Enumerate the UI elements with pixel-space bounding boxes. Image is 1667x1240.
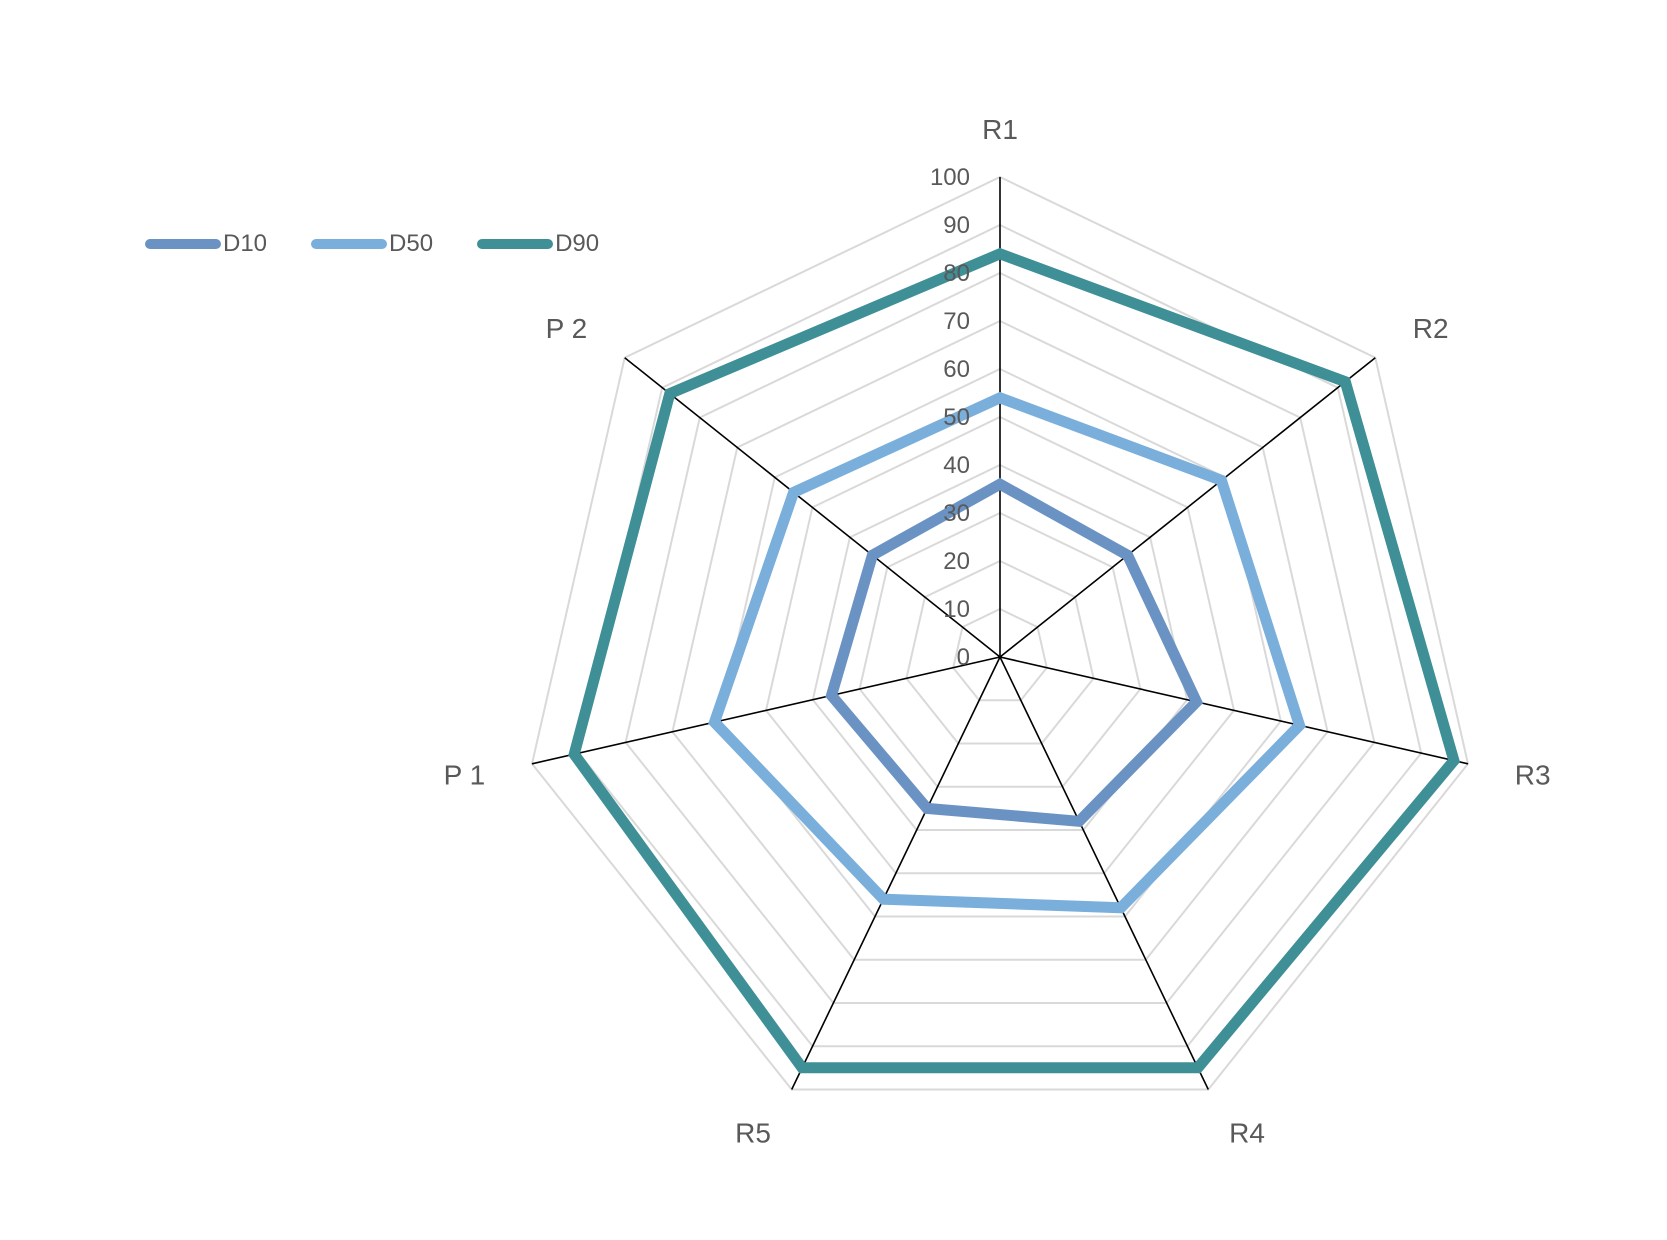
legend-label-d50: D50 [389,230,434,257]
category-label-r1: R1 [982,114,1018,145]
grid-ring-70 [671,319,1329,961]
axis-spoke-4 [790,656,1001,1090]
series-line-d10 [825,477,1204,827]
grid-ring-30 [858,511,1142,788]
category-label-p2: P 2 [546,313,588,344]
tick-label-20: 20 [943,548,970,575]
legend-label-d90: D90 [555,230,600,257]
axis-spoke-6 [624,357,1001,658]
grid-ring-100 [530,175,1470,1091]
tick-label-90: 90 [943,212,970,239]
tick-labels: 0 10 20 30 40 50 60 70 80 90 100 [930,164,970,671]
tick-label-50: 50 [943,404,970,431]
tick-label-30: 30 [943,500,970,527]
category-label-r3: R3 [1515,760,1551,791]
series-line-d90 [568,247,1460,1074]
grid-ring-80 [624,271,1376,1004]
grid-ring-90 [577,223,1423,1048]
category-labels: R1 R2 R3 R4 R5 P 1 P 2 [444,114,1551,1149]
legend: D10 D50 D90 [145,230,643,258]
grid-ring-50 [764,415,1236,875]
axis-layer [531,177,1469,1090]
axis-spoke-1 [999,357,1376,658]
tick-label-100: 100 [930,164,970,191]
tick-label-60: 60 [943,356,970,383]
legend-item-d10: D10 [145,230,267,258]
legend-label-d10: D10 [223,230,268,257]
legend-swatch-d50 [311,239,388,249]
category-label-r5: R5 [735,1118,771,1149]
series-line-d50 [708,391,1306,914]
tick-label-80: 80 [943,260,970,287]
category-label-r4: R4 [1229,1118,1265,1149]
legend-item-d90: D90 [477,230,599,258]
axis-spoke-5 [531,656,1001,765]
legend-item-d50: D50 [311,230,433,258]
grid-ring-40 [811,463,1189,831]
series-layer [568,247,1460,1074]
tick-label-40: 40 [943,452,970,479]
grid-ring-10 [952,607,1048,702]
axis-spoke-2 [999,656,1469,765]
grid-layer [530,175,1470,1091]
legend-swatch-d90 [477,239,554,249]
grid-ring-20 [905,559,1095,745]
tick-label-70: 70 [943,308,970,335]
legend-swatch-d10 [145,239,221,249]
category-label-r2: R2 [1413,313,1449,344]
axis-spoke-3 [999,656,1210,1090]
tick-label-0: 0 [957,644,970,671]
category-label-p1: P 1 [444,760,486,791]
tick-label-10: 10 [943,596,970,623]
